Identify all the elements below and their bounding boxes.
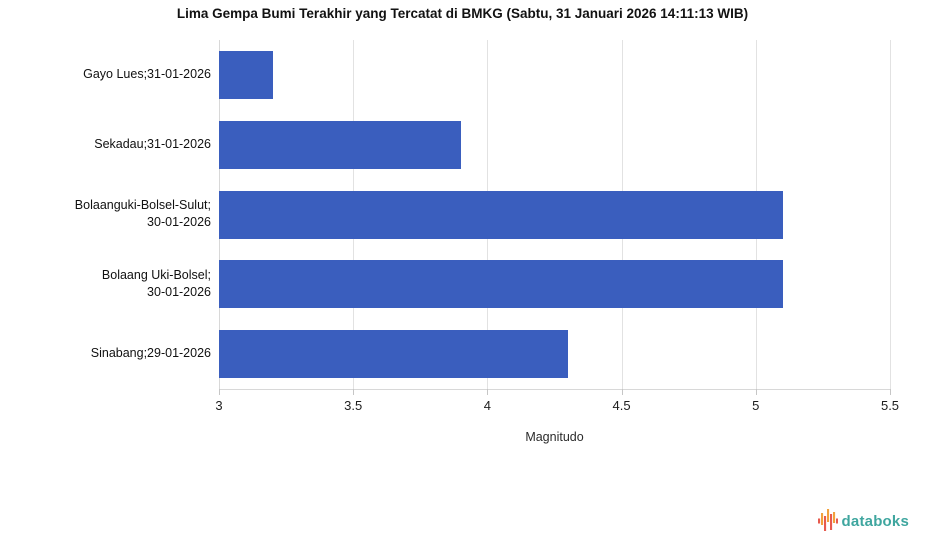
x-tick-mark [755, 389, 757, 395]
x-tick-label: 4 [483, 398, 492, 413]
gridline [890, 40, 891, 389]
bar-4[interactable] [219, 330, 568, 379]
x-axis-line [219, 389, 891, 390]
bar-1[interactable] [219, 120, 461, 169]
databoks-wordmark: databoks [841, 512, 909, 530]
x-tick-label: 5.5 [880, 398, 900, 413]
databoks-pulse-icon [817, 509, 838, 531]
y-axis-label-2: Bolaanguki-Bolsel-Sulut; 30-01-2026 [74, 197, 211, 230]
x-tick-mark [487, 389, 489, 395]
y-axis-label-1: Sekadau;31-01-2026 [94, 136, 211, 151]
plot-area [219, 40, 891, 389]
chart-title: Lima Gempa Bumi Terakhir yang Tercatat d… [176, 6, 749, 21]
y-axis-label-4: Sinabang;29-01-2026 [90, 346, 211, 361]
x-axis-title: Magnitudo [525, 430, 584, 444]
x-tick-mark [219, 389, 220, 395]
x-tick-label: 3.5 [344, 398, 363, 413]
x-tick-label: 5 [752, 398, 760, 413]
y-axis-label-0: Gayo Lues;31-01-2026 [83, 67, 211, 82]
x-tick-label: 4.5 [612, 398, 631, 413]
x-tick-mark [621, 389, 623, 395]
x-tick-mark [353, 389, 355, 395]
bar-0[interactable] [219, 50, 273, 99]
bar-3[interactable] [219, 260, 783, 309]
y-axis-label-3: Bolaang Uki-Bolsel; 30-01-2026 [101, 267, 211, 300]
bar-2[interactable] [219, 190, 783, 239]
databoks-logo[interactable]: databoks [817, 508, 909, 534]
x-tick-label: 3 [215, 398, 223, 413]
x-tick-mark [890, 389, 891, 395]
